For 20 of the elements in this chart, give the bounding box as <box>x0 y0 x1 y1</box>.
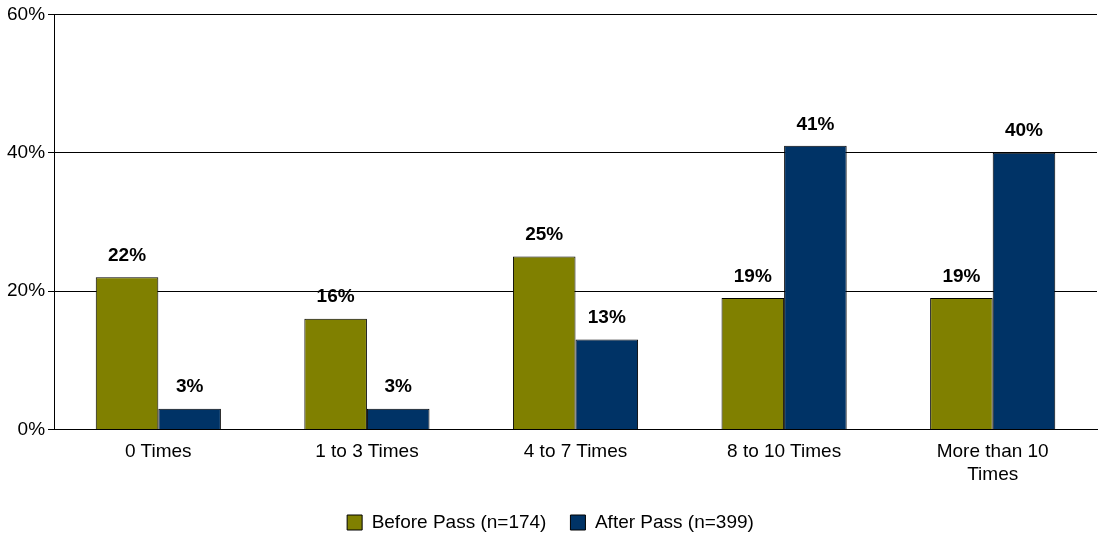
data-label: 22% <box>108 243 147 265</box>
legend-label: After Pass (n=399) <box>594 510 754 532</box>
x-tick-label: 8 to 10 Times <box>727 440 842 462</box>
legend-label: Before Pass (n=174) <box>371 510 547 532</box>
data-label: 19% <box>942 264 981 286</box>
data-label: 41% <box>796 112 835 134</box>
data-label: 3% <box>175 375 204 397</box>
data-label: 25% <box>525 223 564 245</box>
x-tick-label: 1 to 3 Times <box>315 440 419 462</box>
data-label: 19% <box>733 264 772 286</box>
x-tick-label: More than 10 Times <box>936 440 1049 484</box>
y-tick-label: 40% <box>7 140 46 162</box>
x-tick-label: 4 to 7 Times <box>523 440 628 462</box>
data-label: 13% <box>587 306 626 328</box>
data-label: 3% <box>384 375 413 397</box>
y-tick-label: 20% <box>7 279 46 301</box>
data-label: 40% <box>1004 119 1044 141</box>
x-tick-label: 0 Times <box>125 440 192 462</box>
y-tick-label: 0% <box>17 417 46 439</box>
y-tick-label: 60% <box>7 2 46 24</box>
